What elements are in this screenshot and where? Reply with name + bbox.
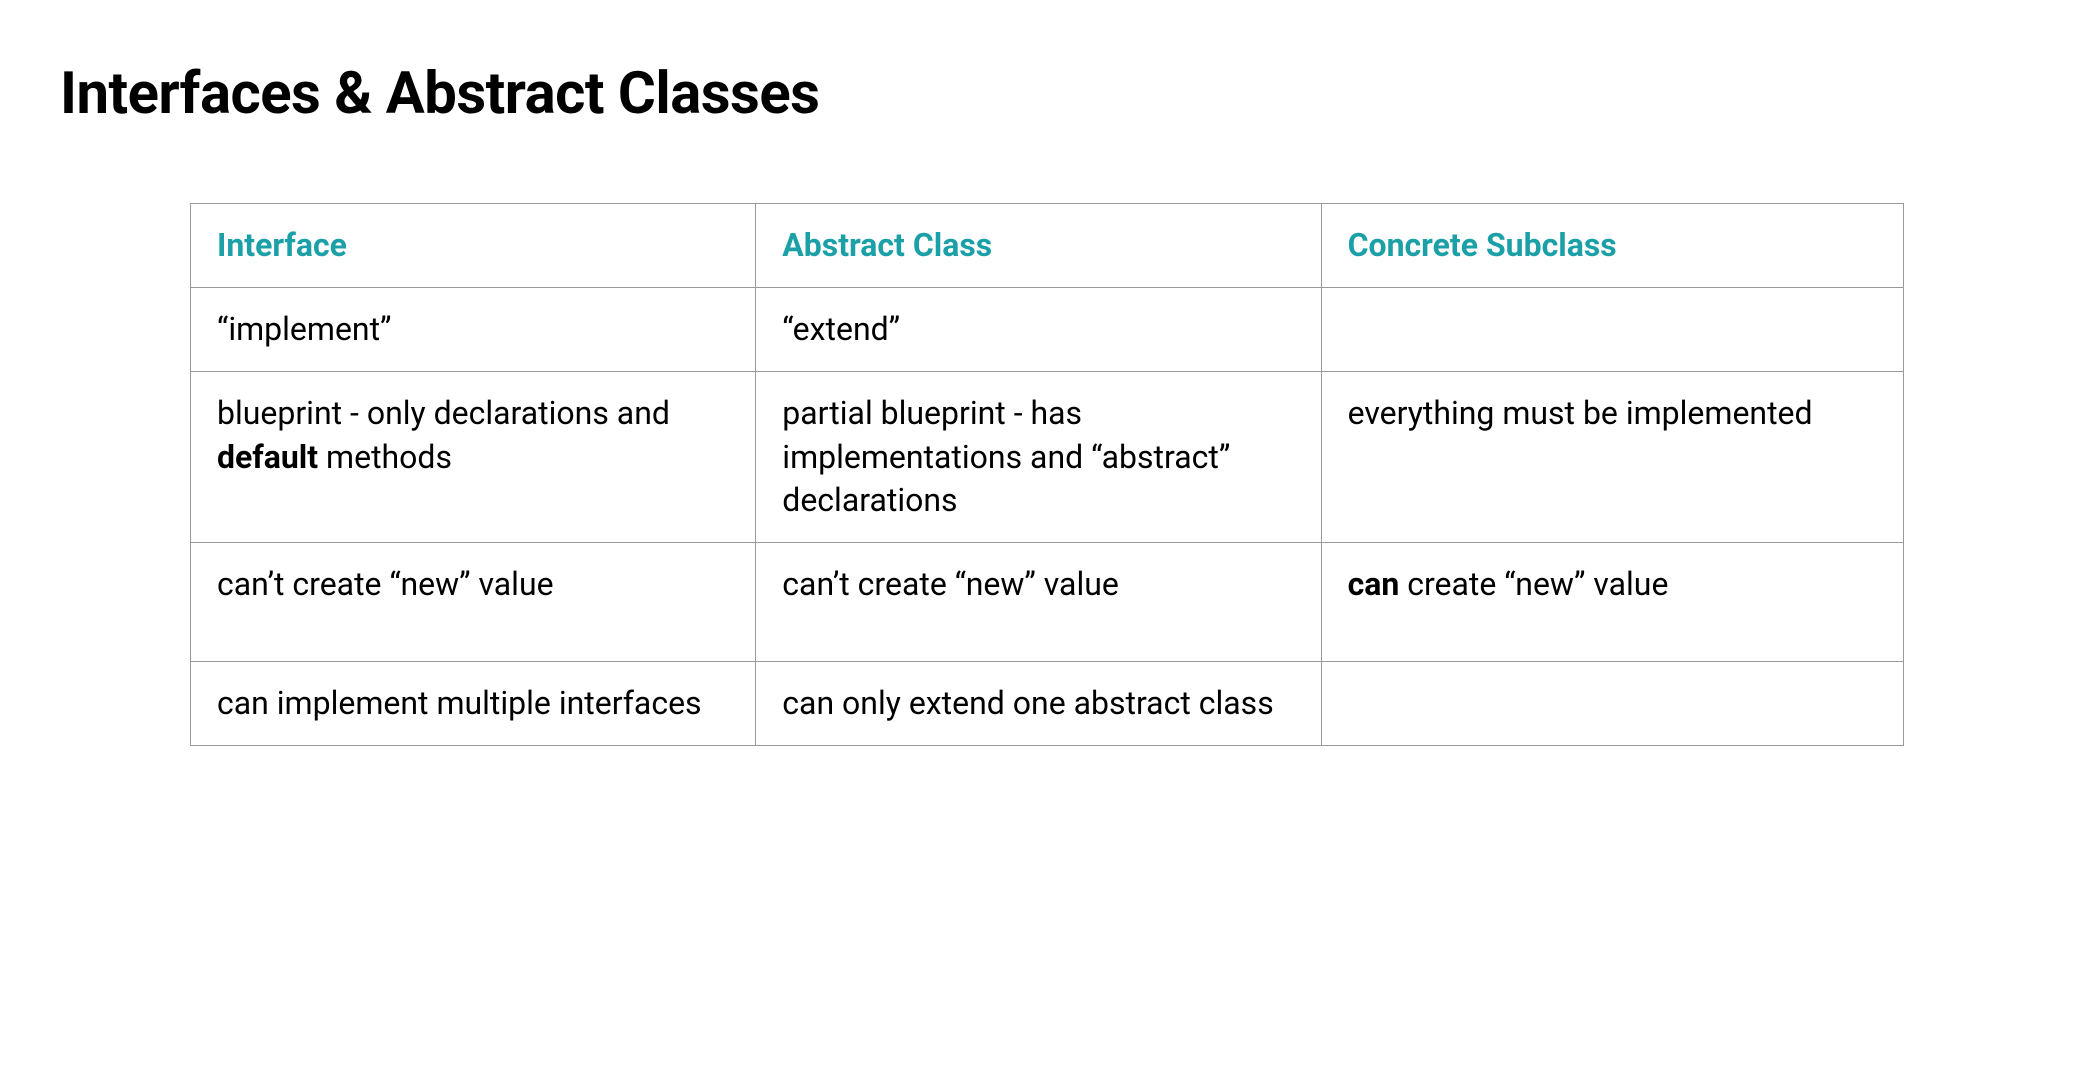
page-title: Interfaces & Abstract Classes xyxy=(60,60,2034,128)
column-header-concrete-subclass: Concrete Subclass xyxy=(1321,204,1903,288)
cell-abstract-blueprint: partial blueprint - has implementations … xyxy=(756,372,1321,543)
cell-interface-blueprint: blueprint - only declarations and defaul… xyxy=(191,372,756,543)
cell-interface-instantiate: can’t create “new” value xyxy=(191,542,756,661)
cell-interface-multiplicity: can implement multiple interfaces xyxy=(191,662,756,746)
column-header-interface: Interface xyxy=(191,204,756,288)
table-row: can implement multiple interfaces can on… xyxy=(191,662,1904,746)
cell-concrete-blueprint: everything must be implemented xyxy=(1321,372,1903,543)
table-header-row: Interface Abstract Class Concrete Subcla… xyxy=(191,204,1904,288)
table-row: blueprint - only declarations and defaul… xyxy=(191,372,1904,543)
cell-concrete-keyword xyxy=(1321,288,1903,372)
table-row: “implement” “extend” xyxy=(191,288,1904,372)
cell-interface-keyword: “implement” xyxy=(191,288,756,372)
cell-abstract-multiplicity: can only extend one abstract class xyxy=(756,662,1321,746)
comparison-table: Interface Abstract Class Concrete Subcla… xyxy=(190,203,1904,746)
cell-concrete-multiplicity xyxy=(1321,662,1903,746)
table-row: can’t create “new” value can’t create “n… xyxy=(191,542,1904,661)
cell-abstract-keyword: “extend” xyxy=(756,288,1321,372)
cell-abstract-instantiate: can’t create “new” value xyxy=(756,542,1321,661)
cell-concrete-instantiate: can create “new” value xyxy=(1321,542,1903,661)
column-header-abstract-class: Abstract Class xyxy=(756,204,1321,288)
comparison-table-container: Interface Abstract Class Concrete Subcla… xyxy=(60,203,2034,746)
